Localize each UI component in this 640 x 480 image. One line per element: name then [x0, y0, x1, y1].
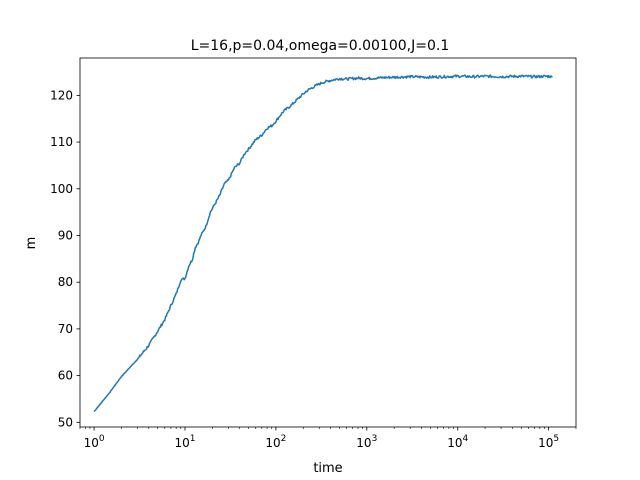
- plot-area: 100 101 102 103 104 105 50 60 70 80 90 100 110 120: [50, 57, 577, 450]
- y-tick-label: 110: [50, 135, 73, 149]
- x-tick-label: 102: [265, 434, 286, 450]
- x-tick-label: 100: [84, 434, 105, 450]
- x-axis-label: time: [313, 461, 342, 476]
- y-tick-label: 100: [50, 182, 73, 196]
- x-tick-label: 101: [174, 434, 195, 450]
- y-tick-label: 70: [58, 322, 73, 336]
- y-tick-label: 50: [58, 415, 73, 429]
- axes-frame: [79, 57, 577, 428]
- y-axis-label: m: [24, 237, 39, 250]
- y-tick-label: 60: [58, 369, 73, 383]
- y-tick-label: 120: [50, 88, 73, 102]
- x-tick-label: 104: [447, 434, 468, 450]
- chart-title: L=16,p=0.04,omega=0.00100,J=0.1: [191, 38, 450, 54]
- x-tick-label: 103: [356, 434, 377, 450]
- series-line: [93, 74, 553, 413]
- y-tick-label: 80: [58, 275, 73, 289]
- y-tick-label: 90: [58, 228, 73, 242]
- x-tick-label: 105: [538, 434, 559, 450]
